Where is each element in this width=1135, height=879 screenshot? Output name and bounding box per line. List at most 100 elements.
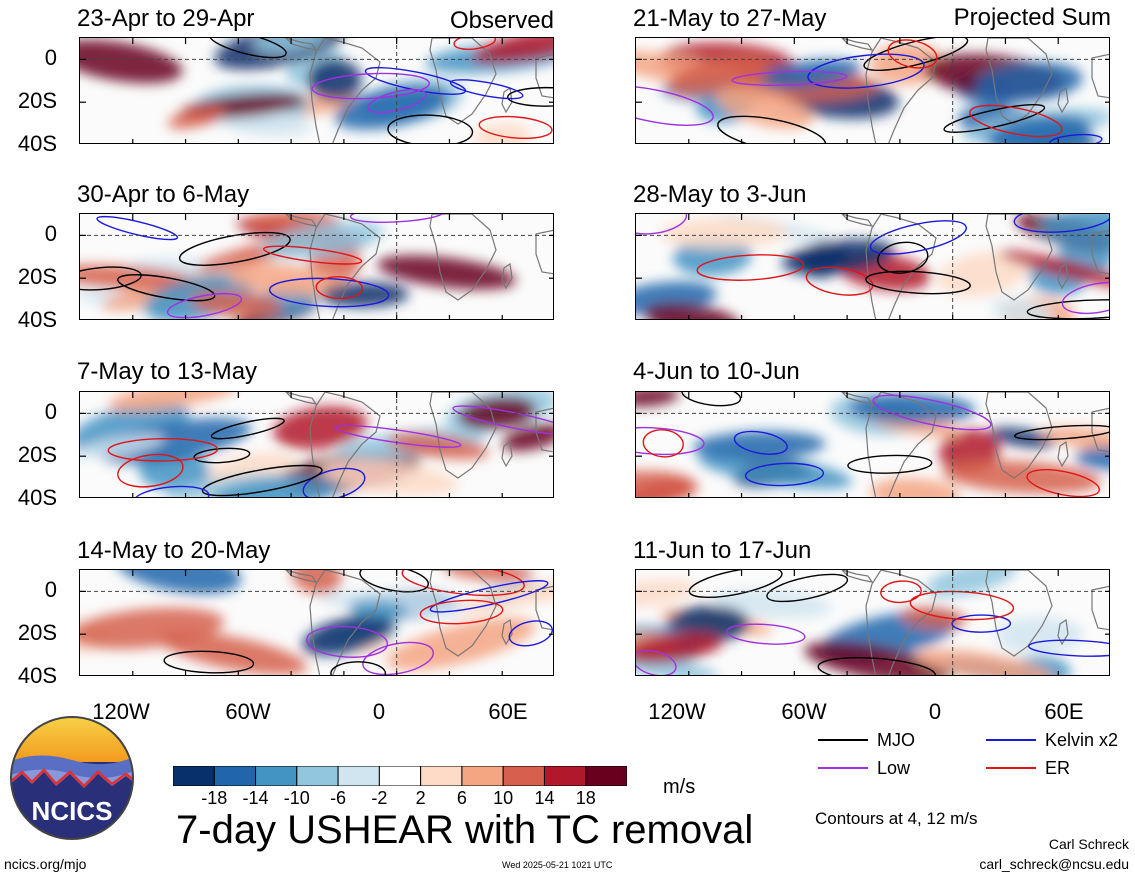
- map-panel: [79, 569, 554, 676]
- anomaly-shade: [992, 297, 1054, 319]
- colorbar-swatch: [420, 766, 463, 786]
- anomaly-shade: [291, 570, 342, 595]
- coastline: [985, 570, 1053, 657]
- colorbar-tick-label: -2: [371, 788, 388, 808]
- contour-line: [636, 85, 714, 126]
- anomaly-shade: [377, 255, 517, 290]
- coastline: [841, 214, 874, 227]
- anomaly-shade: [262, 221, 384, 259]
- anomaly-shade: [636, 392, 680, 407]
- coastline: [309, 38, 381, 143]
- contour-line: [330, 661, 387, 675]
- contour-line: [872, 394, 992, 431]
- panel-title: 14-May to 20-May: [77, 537, 271, 564]
- y-tick-label: 0: [44, 399, 57, 425]
- y-tick-label: 0: [44, 45, 57, 71]
- contour-line: [642, 429, 684, 458]
- contour-line: [951, 614, 1012, 633]
- anomaly-shade: [937, 251, 1029, 297]
- x-tick-label: 0: [372, 699, 386, 724]
- x-tick-label: 60W: [781, 699, 827, 724]
- colorbar-swatch: [502, 766, 545, 786]
- contour-line: [262, 245, 363, 265]
- contour-line: [726, 623, 806, 645]
- anomaly-shade: [942, 460, 1102, 494]
- contour-line: [744, 462, 825, 487]
- anomaly-shade: [108, 392, 239, 411]
- contour-line: [877, 241, 929, 274]
- y-tick-label: 40S: [17, 485, 57, 510]
- y-tick-label: 0: [44, 221, 57, 247]
- y-tick-label: 0: [44, 577, 57, 603]
- contour-line: [453, 38, 497, 50]
- anomaly-shade: [472, 38, 553, 64]
- legend-low-label: Low: [877, 758, 911, 778]
- x-tick-label: 60W: [225, 699, 271, 724]
- chart-title: 7-day USHEAR with TC removal: [176, 808, 754, 852]
- logo-text: NCICS: [32, 796, 113, 826]
- contour-line: [210, 417, 285, 440]
- y-tick-label: 40S: [17, 131, 57, 156]
- contour-line: [731, 70, 848, 86]
- contour-line: [315, 276, 364, 300]
- colorbar-tick-label: 10: [493, 788, 514, 808]
- anomaly-shade: [80, 39, 183, 84]
- panel-title: 4-Jun to 10-Jun: [633, 358, 800, 385]
- map-panel: [79, 213, 554, 320]
- coastline: [1057, 440, 1069, 468]
- anomaly-shade: [502, 423, 553, 452]
- contour-line: [1061, 281, 1109, 315]
- panel-title: 30-Apr to 6-May: [77, 181, 250, 208]
- anomaly-shade: [715, 86, 813, 129]
- contour-line: [1026, 469, 1100, 497]
- coastline: [841, 570, 874, 583]
- anomaly-shade: [160, 631, 308, 675]
- shading-field: [636, 392, 1109, 497]
- colorbar-tick-label: -14: [242, 788, 269, 808]
- y-tick-label: 40S: [17, 307, 57, 332]
- coastline: [1057, 262, 1069, 290]
- coastline: [865, 38, 937, 143]
- contour-line: [817, 657, 937, 675]
- shading-field: [636, 38, 1109, 143]
- anomaly-shade: [348, 600, 408, 619]
- anomaly-shade: [697, 451, 853, 489]
- contour-line: [943, 103, 1046, 133]
- coastline: [501, 86, 513, 114]
- contour-line: [193, 447, 251, 464]
- contour-line: [302, 467, 366, 497]
- contour-line: [429, 580, 549, 613]
- coastline: [1091, 407, 1109, 453]
- shading-field: [80, 38, 553, 143]
- colorbar-swatch: [296, 766, 339, 786]
- x-tick-label: 0: [928, 699, 942, 724]
- contour-line: [1013, 214, 1109, 233]
- contour-line: [880, 580, 922, 604]
- contour-line: [969, 104, 1063, 138]
- colorbar-swatch: [585, 766, 627, 786]
- shading-field: [80, 570, 553, 675]
- x-tick-label: 120W: [92, 699, 150, 724]
- contour-line: [268, 277, 390, 308]
- anomaly-shade: [80, 264, 200, 291]
- contour-line: [401, 570, 525, 597]
- coastline: [1091, 585, 1109, 631]
- contour-line: [863, 38, 969, 72]
- x-tick-label: 60E: [1044, 699, 1084, 724]
- coastline: [501, 262, 513, 290]
- legend-er-label: ER: [1045, 758, 1071, 778]
- coastline: [285, 392, 318, 405]
- coastline: [865, 392, 937, 497]
- anomaly-shade: [386, 617, 536, 671]
- contour-line: [359, 570, 429, 593]
- colorbar-tick-label: 14: [534, 788, 555, 808]
- x-tick-label: 60E: [488, 699, 528, 724]
- anomaly-shade: [1039, 214, 1109, 251]
- coastline: [429, 392, 497, 479]
- author-email[interactable]: carl_schreck@ncsu.edu: [979, 856, 1129, 872]
- anomaly-shade: [227, 263, 345, 297]
- colorbar-unit: m/s: [663, 776, 696, 798]
- coastline: [429, 214, 497, 301]
- observed-tag: Observed: [449, 7, 554, 34]
- site-url[interactable]: ncics.org/mjo: [4, 856, 87, 872]
